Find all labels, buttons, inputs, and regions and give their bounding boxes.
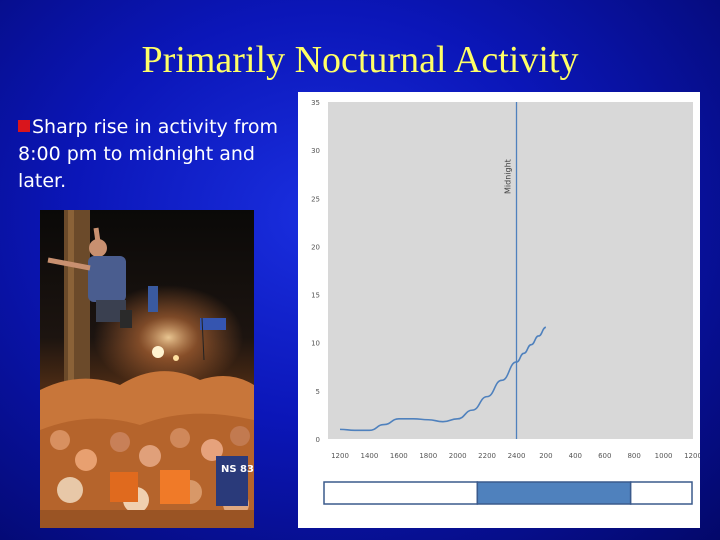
x-tick-label: 1400: [361, 452, 379, 460]
y-tick-label: 5: [316, 388, 320, 396]
y-tick-label: 20: [311, 243, 320, 251]
x-tick-label: 1200: [331, 452, 349, 460]
activity-chart: 0 5 10 15 20 25 30 35 1200 1400 1600 1800 2000 2200 24…: [298, 92, 700, 528]
x-tick-label: 1200: [684, 452, 700, 460]
y-tick-label: 35: [311, 99, 320, 107]
activity-chart-svg: 0 5 10 15 20 25 30 35 1200 1400 1600 1800 2000 2200 24…: [311, 99, 700, 505]
x-tick-label: 1000: [655, 452, 673, 460]
y-tick-label: 10: [311, 340, 320, 348]
x-tick-label: 2200: [478, 452, 496, 460]
x-tick-label: 1800: [419, 452, 437, 460]
slide-title: Primarily Nocturnal Activity: [141, 39, 579, 81]
y-tick-label: 25: [311, 195, 320, 203]
time-band-segment: [629, 481, 693, 505]
bullet-text: Sharp rise in activity from 8:00 pm to m…: [18, 116, 279, 192]
x-tick-label: 2400: [508, 452, 526, 460]
x-tick-label: 2000: [449, 452, 467, 460]
y-tick-label: 15: [311, 292, 320, 300]
time-band-segment: [476, 481, 632, 505]
jersey-text: NS 83: [221, 464, 254, 475]
x-tick-label: 1600: [390, 452, 408, 460]
bullet-point: Sharp rise in activity from 8:00 pm to m…: [18, 114, 288, 195]
plot-area: [328, 102, 693, 439]
activity-series-line: [339, 326, 547, 432]
x-tick-label: 200: [539, 452, 552, 460]
y-tick-label: 30: [311, 147, 320, 155]
x-tick-label: 600: [598, 452, 611, 460]
crowd-celebration-photo: NS 83: [40, 210, 254, 528]
x-tick-label: 800: [627, 452, 640, 460]
midnight-label: Midnight: [504, 159, 513, 194]
y-tick-label: 0: [316, 436, 320, 444]
crowd-photo-illustration: NS 83: [40, 210, 254, 528]
x-tick-label: 400: [569, 452, 582, 460]
time-band-segment: [323, 481, 479, 505]
bullet-square-icon: [18, 120, 30, 132]
